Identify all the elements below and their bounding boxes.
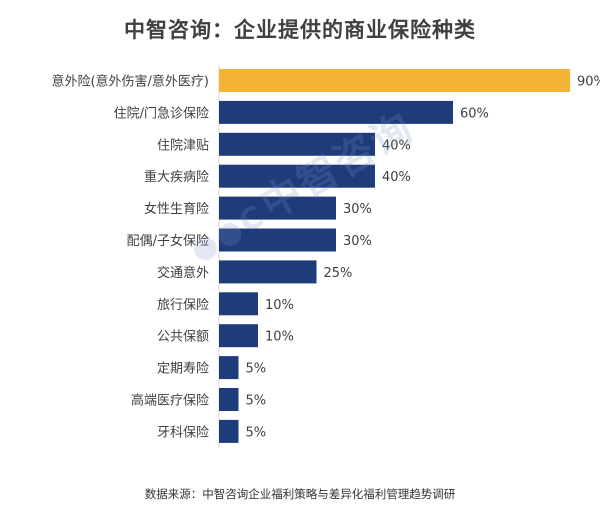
category-label: 意外险(意外伤害/意外医疗) (51, 74, 209, 90)
category-label: 女性生育险 (144, 201, 209, 217)
value-label: 90% (577, 75, 600, 90)
bar-3 (219, 164, 375, 188)
category-label: 配偶/子女保险 (127, 233, 209, 249)
category-label: 交通意外 (157, 265, 209, 281)
value-label: 10% (265, 330, 294, 345)
value-label: 30% (343, 234, 372, 249)
category-label: 住院津贴 (157, 138, 209, 153)
category-label: 牙科保险 (157, 425, 209, 440)
category-label: 旅行保险 (157, 298, 209, 313)
category-label: 高端医疗保险 (131, 393, 209, 409)
bar-0 (219, 69, 570, 92)
value-label: 60% (460, 106, 489, 121)
bar-10 (219, 388, 239, 411)
bar-6 (219, 260, 317, 284)
value-label: 40% (382, 138, 411, 153)
value-label: 5% (246, 425, 267, 440)
value-label: 40% (382, 170, 411, 185)
bar-2 (219, 132, 375, 156)
bar-11 (219, 419, 239, 443)
value-label: 5% (246, 394, 267, 409)
bar-9 (219, 356, 239, 380)
category-label: 定期寿险 (157, 362, 209, 377)
bar-8 (219, 324, 258, 348)
value-label: 25% (324, 266, 353, 281)
value-label: 30% (343, 202, 372, 217)
chart-title: 中智咨询：企业提供的商业保险种类 (124, 18, 476, 42)
category-label: 住院/门急诊保险 (114, 106, 209, 121)
value-label: 10% (265, 298, 294, 313)
bar-1 (219, 100, 453, 124)
value-label: 5% (246, 362, 267, 377)
bar-7 (219, 292, 258, 316)
bar-4 (219, 196, 336, 220)
category-label: 公共保额 (157, 330, 209, 345)
source-note: 数据来源：中智咨询企业福利策略与差异化福利管理趋势调研 (144, 487, 456, 501)
category-label: 重大疾病险 (144, 169, 209, 185)
bar-5 (219, 228, 336, 252)
